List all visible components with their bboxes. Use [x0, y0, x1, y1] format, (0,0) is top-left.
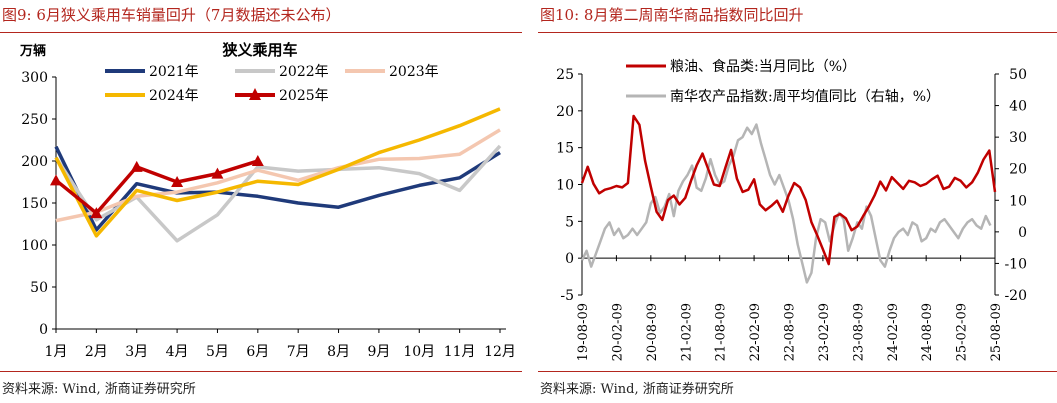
left-y-tick-label: 5 — [565, 214, 574, 230]
x-tick-label: 7月 — [287, 344, 310, 360]
x-tick-label: 1月 — [45, 344, 68, 360]
series-line-nanhua-agri-index — [580, 123, 992, 284]
left-y-tick-label: 25 — [556, 67, 574, 83]
figure-10-panel: 图10: 8月第二周南华商品指数同比回升 -5 0 5 10 15 20 25 -20 -10 0… — [538, 0, 1057, 403]
legend-label: 粮油、食品类:当月同比（%） — [670, 58, 856, 75]
x-tick-label: 22-08-09 — [783, 303, 798, 361]
x-tick-label: 19-08-09 — [576, 303, 591, 361]
y-tick-label: 300 — [21, 70, 48, 86]
commodity-index-line-chart: -5 0 5 10 15 20 25 -20 -10 0 10 20 30 40 50 19-08-09 20-… — [556, 58, 1027, 361]
right-y-tick-label: 10 — [1009, 193, 1027, 209]
x-tick-label: 21-02-09 — [679, 303, 694, 361]
x-tick-label: 25-02-09 — [955, 303, 970, 361]
x-tick-label: 23-08-09 — [851, 303, 866, 361]
x-tick-label: 10月 — [403, 344, 435, 360]
source-rule — [0, 371, 522, 372]
series-line-2025年 — [54, 159, 259, 215]
x-tick-label: 23-02-09 — [817, 303, 832, 361]
right-y-tick-label: 20 — [1009, 162, 1027, 178]
right-y-tick-label: 50 — [1009, 67, 1027, 83]
figure-9-source: 资料来源: Wind, 浙商证券研究所 — [2, 382, 196, 397]
y-tick-label: 0 — [39, 322, 48, 338]
legend-label-2023年: 2023年 — [389, 64, 439, 80]
left-y-tick-label: 10 — [556, 178, 574, 194]
legend-label-2021年: 2021年 — [149, 64, 199, 80]
right-y-tick-label: 40 — [1009, 99, 1027, 115]
chart-title: 狭义乘用车 — [221, 41, 297, 59]
x-tick-label: 8月 — [327, 344, 350, 360]
x-tick-label: 25-08-09 — [989, 303, 1004, 361]
x-tick-label: 6月 — [246, 344, 269, 360]
legend-label-2025年: 2025年 — [279, 88, 329, 104]
left-y-tick-label: 0 — [565, 251, 574, 267]
x-tick-label: 4月 — [166, 344, 189, 360]
data-point-2025年-5月 — [211, 167, 224, 179]
right-y-tick-label: -10 — [1004, 256, 1027, 272]
series-line-2022年 — [54, 144, 502, 243]
series-line-grain-oil-food-cpi — [580, 114, 997, 266]
figure-10-title: 图10: 8月第二周南华商品指数同比回升 — [540, 6, 804, 24]
y-tick-label: 250 — [21, 112, 48, 128]
x-tick-label: 11月 — [444, 344, 476, 360]
x-tick-label: 21-08-09 — [714, 303, 729, 361]
data-point-2025年-6月 — [251, 155, 264, 166]
left-y-tick-label: 15 — [556, 141, 574, 157]
data-point-2025年-1月 — [50, 174, 62, 186]
y-axis-unit-label: 万辆 — [19, 43, 46, 59]
y-tick-label: 150 — [21, 196, 48, 212]
series-line-2021年 — [54, 145, 501, 232]
legend-label-2024年: 2024年 — [149, 88, 199, 104]
x-tick-label: 24-08-09 — [920, 303, 935, 361]
legend-label-2022年: 2022年 — [279, 64, 329, 80]
title-rule — [538, 32, 1057, 33]
x-tick-label: 3月 — [125, 344, 148, 360]
x-tick-label: 9月 — [367, 344, 390, 360]
x-tick-label: 5月 — [206, 344, 229, 360]
y-tick-label: 100 — [21, 238, 48, 254]
figure-10-source: 资料来源: Wind, 浙商证券研究所 — [540, 382, 734, 397]
x-tick-label: 20-02-09 — [610, 303, 625, 361]
y-tick-label: 200 — [21, 154, 48, 170]
x-tick-label: 24-02-09 — [886, 303, 901, 361]
source-rule — [538, 371, 1057, 372]
left-y-tick-label: -5 — [560, 288, 574, 304]
series-line-2024年 — [54, 107, 501, 238]
x-tick-label: 22-02-09 — [748, 303, 763, 361]
x-tick-label: 12月 — [484, 344, 516, 360]
right-y-tick-label: 30 — [1009, 130, 1027, 146]
y-tick-label: 50 — [30, 280, 48, 296]
car-sales-line-chart: 万辆 0 50 100 150 200 250 300 1月 2月 3月 4月 5月 6月 7月 8月 9月 10… — [19, 41, 516, 360]
data-point-2025年-2月 — [90, 207, 103, 219]
data-point-2025年-3月 — [130, 160, 143, 172]
figure-9-panel: 图9: 6月狭义乘用车销量回升（7月数据还未公布） 万辆 0 50 100 150 200… — [0, 0, 522, 403]
right-y-tick-label: 0 — [1018, 225, 1027, 241]
figure-9-title: 图9: 6月狭义乘用车销量回升（7月数据还未公布） — [2, 6, 341, 24]
legend-label: 南华农产品指数:周平均值同比（右轴，%） — [670, 89, 940, 105]
x-tick-label: 2月 — [85, 344, 108, 360]
x-tick-label: 20-08-09 — [645, 303, 660, 361]
legend-marker-2025年 — [249, 88, 261, 100]
right-y-tick-label: -20 — [1004, 288, 1027, 304]
title-rule — [0, 32, 522, 33]
data-point-2025年-4月 — [171, 176, 184, 187]
left-y-tick-label: 20 — [556, 104, 574, 120]
